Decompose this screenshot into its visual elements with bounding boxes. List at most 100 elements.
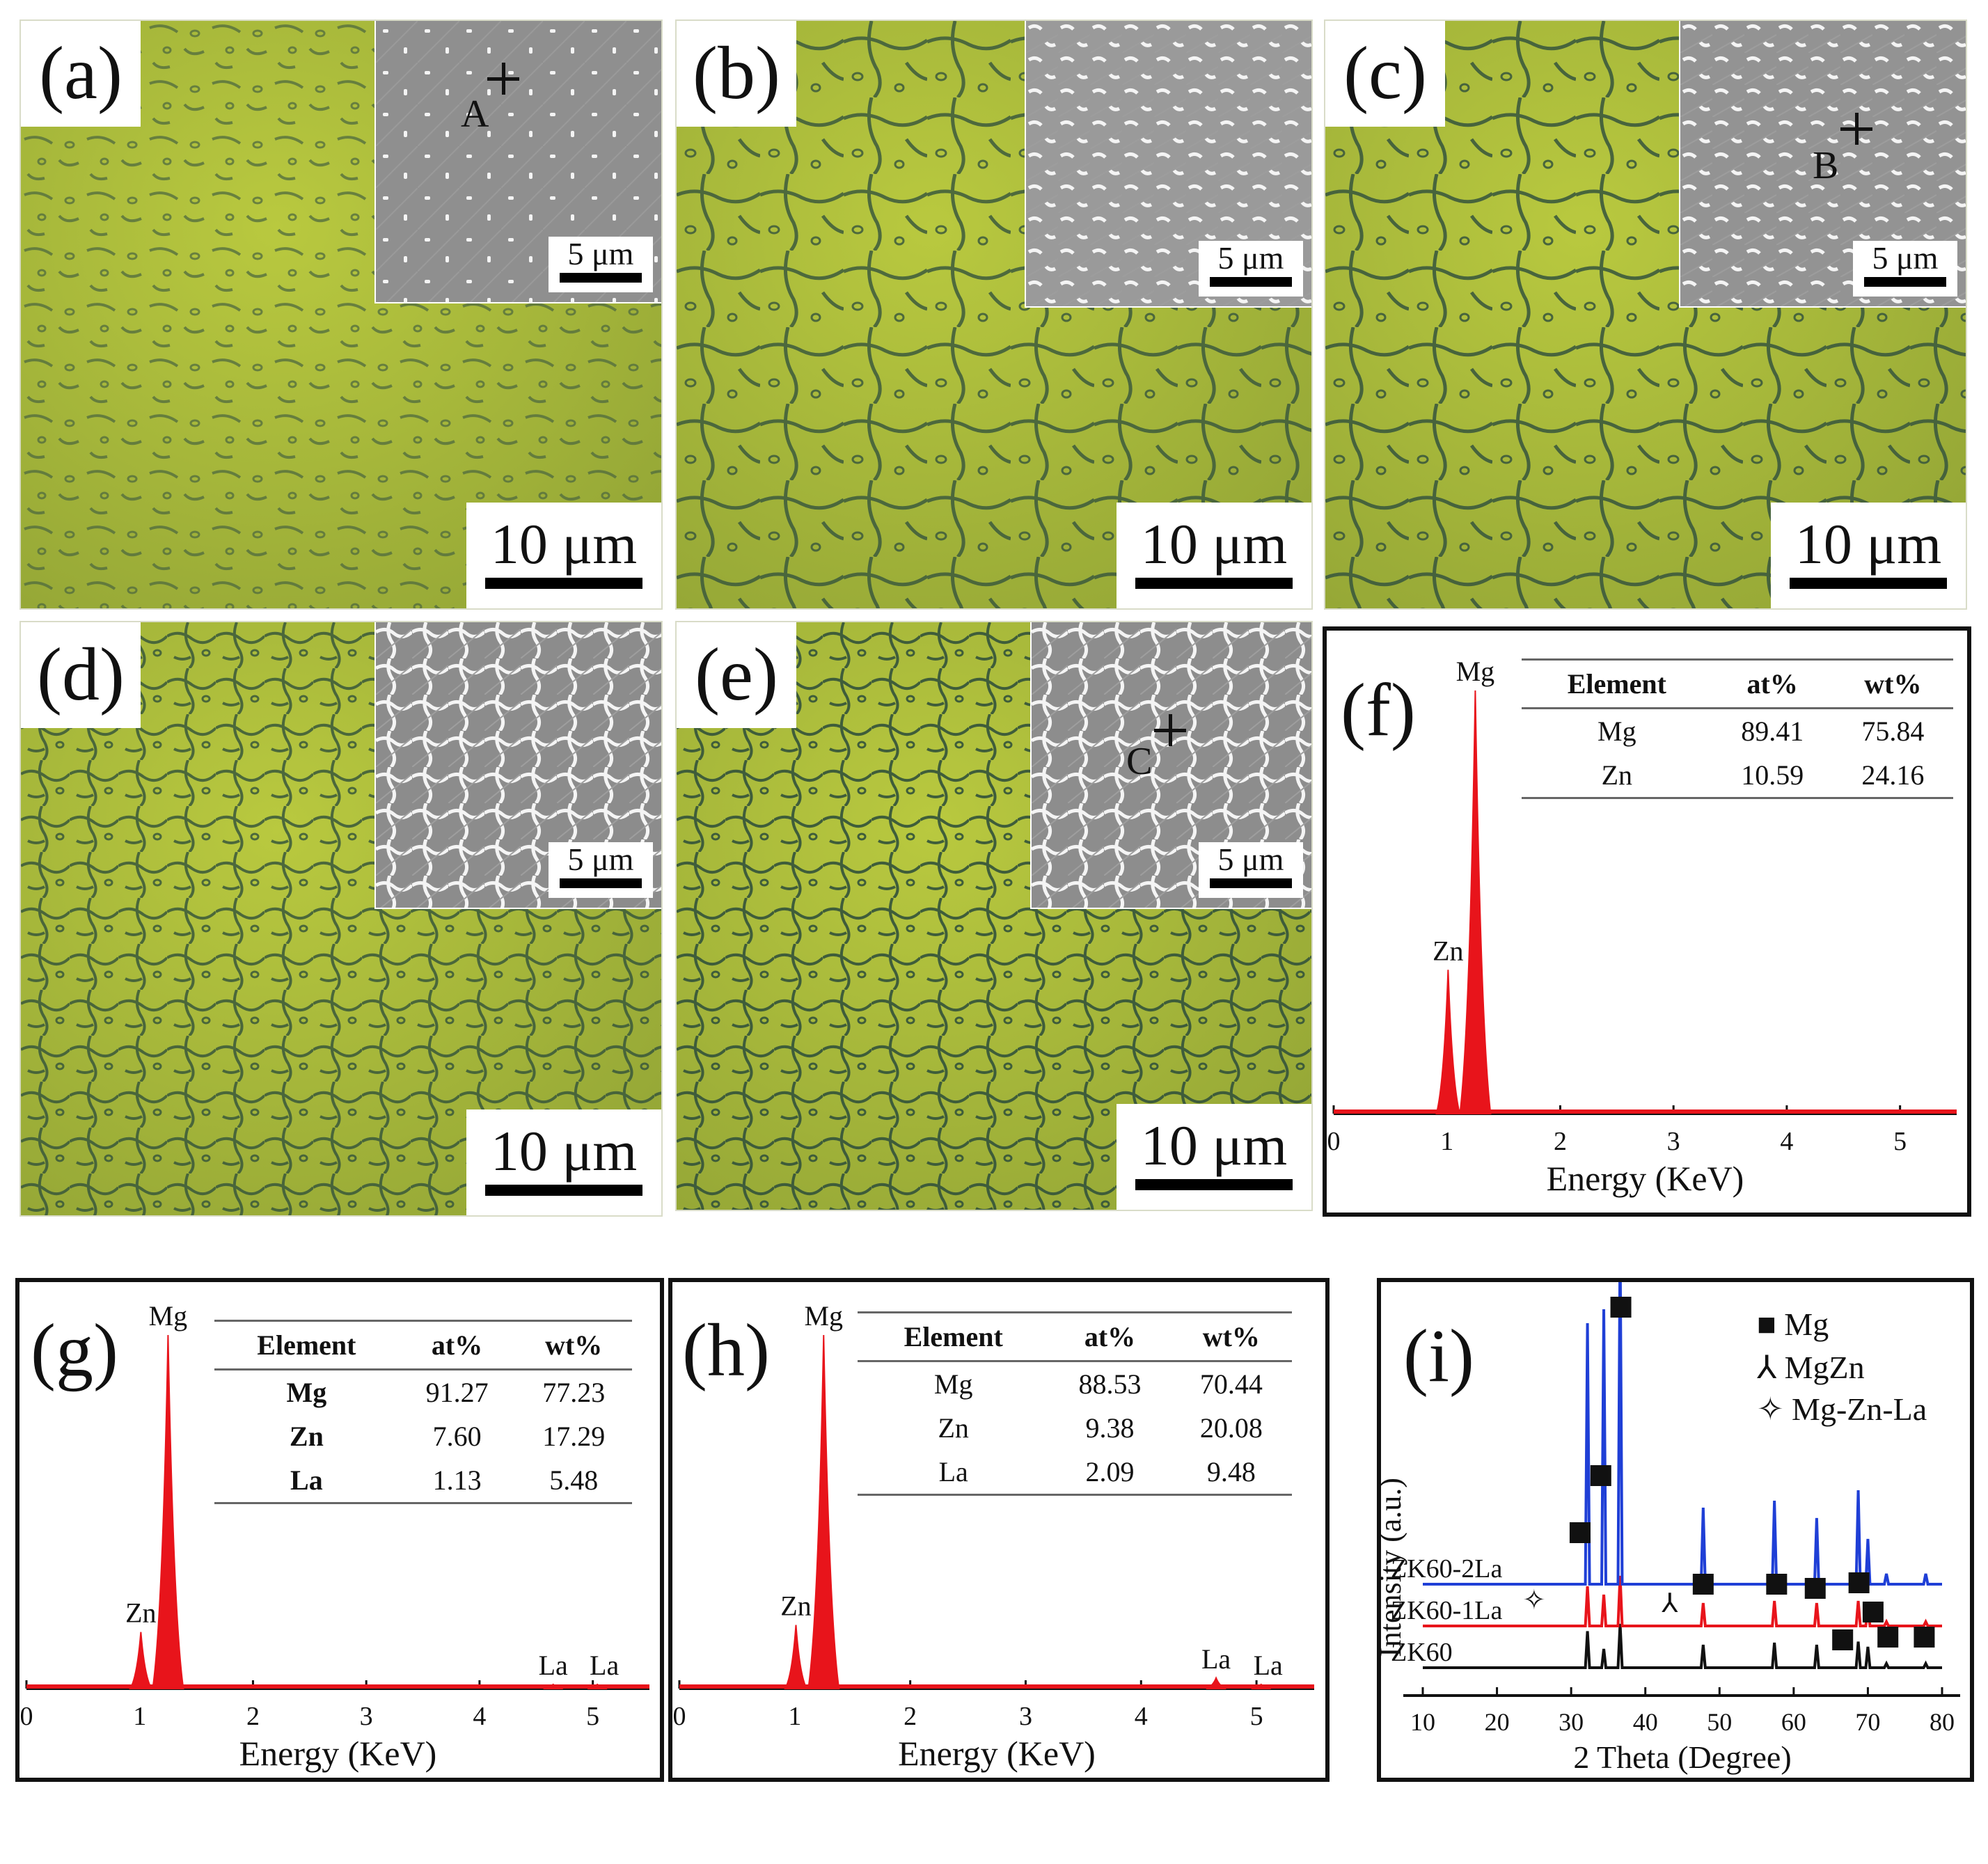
x-tick-label: 1 xyxy=(1440,1127,1453,1156)
table-cell: 9.48 xyxy=(1170,1450,1292,1496)
spectrum-baseline xyxy=(26,1684,649,1689)
spectrum-peak-zn xyxy=(129,1632,153,1689)
scalebar-a: 10 μm xyxy=(466,503,661,608)
x-tick-label: 5 xyxy=(586,1702,599,1731)
x-tick-label: 0 xyxy=(1327,1127,1341,1156)
mgznla-marker: ✧ xyxy=(1522,1584,1546,1616)
table-cell: 5.48 xyxy=(515,1458,632,1504)
peak-label-zn: Zn xyxy=(125,1597,156,1629)
table-cell: 20.08 xyxy=(1199,1412,1263,1444)
inset-scalebar-d-text: 5 μm xyxy=(567,842,634,877)
spectrum-peak-mg xyxy=(807,1334,840,1689)
table-cell: Mg xyxy=(933,1368,973,1400)
spectrum-peak-zn xyxy=(784,1625,808,1689)
peak-label-zn: Zn xyxy=(780,1590,811,1622)
panel-label-h: (h) xyxy=(682,1309,770,1392)
table-cell: Zn xyxy=(289,1421,324,1452)
point-marker-a xyxy=(487,63,519,95)
x-tick-label: 60 xyxy=(1781,1708,1806,1736)
panel-label-e: (e) xyxy=(677,622,796,728)
scalebar-d-text: 10 μm xyxy=(490,1119,638,1183)
x-tick-label: 2 xyxy=(1554,1127,1567,1156)
point-marker-c xyxy=(1840,113,1872,145)
inset-scalebar-e: 5 μm xyxy=(1199,842,1303,898)
scalebar-d-bar xyxy=(485,1185,642,1196)
eds-table-g-head-at: at% xyxy=(398,1320,516,1371)
mgzn-marker: ⅄ xyxy=(1662,1589,1678,1618)
inset-scalebar-c-text: 5 μm xyxy=(1872,240,1939,276)
x-axis-label: Energy (KeV) xyxy=(898,1734,1096,1773)
table-row: Zn 7.60 17.29 xyxy=(214,1414,632,1458)
sem-inset-e: C 5 μm xyxy=(1030,622,1311,909)
peak-label-la: La xyxy=(1201,1643,1231,1675)
x-tick-label: 50 xyxy=(1707,1708,1732,1736)
scalebar-c-bar xyxy=(1790,578,1947,589)
spectrum-baseline xyxy=(679,1684,1314,1689)
table-row: La 2.09 9.48 xyxy=(858,1450,1292,1496)
x-tick-label: 30 xyxy=(1559,1708,1584,1736)
eds-table-f-head-at: at% xyxy=(1712,659,1833,709)
mg-marker xyxy=(1766,1574,1788,1595)
mg-marker xyxy=(1590,1465,1611,1486)
panel-label-f: (f) xyxy=(1341,669,1416,752)
eds-table-h-head-at: at% xyxy=(1049,1312,1171,1362)
micrograph-c: (c) B 5 μm 10 μm xyxy=(1324,19,1967,610)
scalebar-e-text: 10 μm xyxy=(1140,1114,1288,1177)
scalebar-b-bar xyxy=(1135,578,1293,589)
x-tick-label: 20 xyxy=(1485,1708,1510,1736)
eds-table-f-head-wt: wt% xyxy=(1832,659,1953,709)
table-row: La 1.13 5.48 xyxy=(214,1458,632,1504)
scalebar-d: 10 μm xyxy=(466,1109,661,1215)
mg-marker xyxy=(1832,1629,1854,1650)
table-row: Mg 88.53 70.44 xyxy=(858,1361,1292,1407)
table-cell: 17.29 xyxy=(542,1421,606,1452)
x-tick-label: 0 xyxy=(673,1702,686,1731)
inset-scalebar-e-bar xyxy=(1210,878,1292,888)
x-axis-label: Energy (KeV) xyxy=(239,1734,437,1773)
panel-label-c: (c) xyxy=(1325,21,1445,127)
eds-table-h-head-wt: wt% xyxy=(1170,1312,1292,1362)
micrograph-b: (b) 5 μm 10 μm xyxy=(675,19,1313,610)
x-tick-label: 4 xyxy=(473,1702,486,1731)
peak-label-mg: Mg xyxy=(149,1300,188,1332)
scalebar-b: 10 μm xyxy=(1117,503,1311,608)
sem-inset-b: 5 μm xyxy=(1025,21,1311,308)
table-cell: Mg xyxy=(286,1377,327,1408)
legend-item-mg: ■ Mg xyxy=(1757,1306,1829,1343)
peak-label-la: La xyxy=(1254,1650,1283,1681)
point-label-a: A xyxy=(461,93,489,136)
legend-mgzn-symbol: ⅄ xyxy=(1757,1350,1777,1385)
micrograph-e: (e) C 5 μm 10 μm xyxy=(675,621,1313,1211)
table-row: Mg 89.41 75.84 xyxy=(1522,709,1953,754)
x-tick-label: 3 xyxy=(1667,1127,1680,1156)
peak-label-la: La xyxy=(590,1650,619,1681)
eds-plot-h: 0 1 2 3 4 5 Energy (KeV) Zn Mg La La xyxy=(673,1300,1314,1773)
inset-scalebar-a: 5 μm xyxy=(549,237,653,292)
sem-inset-b-image xyxy=(1026,21,1311,306)
series-label-zk60-1la: ZK60-1La xyxy=(1391,1596,1503,1625)
scalebar-e: 10 μm xyxy=(1117,1104,1311,1210)
inset-scalebar-d-bar xyxy=(560,878,642,888)
scalebar-e-bar xyxy=(1135,1179,1293,1190)
eds-table-g-header: Element at% wt% xyxy=(214,1320,632,1371)
inset-scalebar-b: 5 μm xyxy=(1199,241,1303,297)
xrd-series-zk60-2la xyxy=(1423,1282,1942,1586)
table-row: Mg 91.27 77.23 xyxy=(214,1370,632,1415)
mg-marker xyxy=(1804,1578,1826,1599)
panel-label-i: (i) xyxy=(1403,1315,1474,1398)
table-cell: 77.23 xyxy=(542,1377,606,1408)
inset-scalebar-d: 5 μm xyxy=(549,842,653,898)
scalebar-c-text: 10 μm xyxy=(1794,512,1942,576)
x-tick-label: 2 xyxy=(246,1702,260,1731)
eds-table-g-head-element: Element xyxy=(214,1320,399,1371)
x-tick-label: 1 xyxy=(788,1702,801,1731)
mg-marker xyxy=(1914,1627,1935,1648)
inset-scalebar-c: 5 μm xyxy=(1853,241,1957,297)
micrograph-a: (a) A 5 μm 10 μm xyxy=(19,19,663,610)
xrd-series-zk60-1la xyxy=(1423,1575,1942,1627)
eds-plot-f: 0 1 2 3 4 5 Energy (KeV) Zn Mg xyxy=(1327,656,1957,1198)
point-marker-e xyxy=(1154,714,1186,746)
x-tick-label: 4 xyxy=(1780,1127,1793,1156)
table-cell: 70.44 xyxy=(1199,1368,1263,1400)
x-tick-label: 80 xyxy=(1930,1708,1955,1736)
